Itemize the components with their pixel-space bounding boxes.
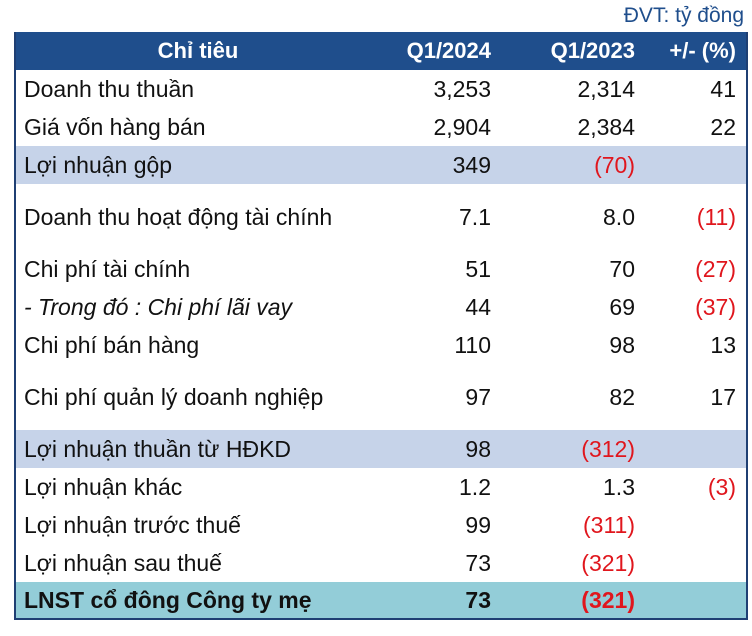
- table-header-row: Chỉ tiêu Q1/2024 Q1/2023 +/- (%): [16, 32, 746, 70]
- cell-q1-2024: 97: [465, 383, 491, 410]
- row-label: Lợi nhuận gộp: [16, 146, 380, 184]
- cell-q1-2023: 70: [609, 255, 635, 282]
- cell-q1-2024: 99: [465, 511, 491, 538]
- table-row: Chi phí tài chính 51 70 (27): [16, 250, 746, 288]
- header-label: Chỉ tiêu: [16, 32, 380, 70]
- row-label: Lợi nhuận trước thuế: [24, 511, 241, 538]
- table-row: Giá vốn hàng bán 2,904 2,384 22: [16, 108, 746, 146]
- row-label: Lợi nhuận khác: [24, 473, 183, 500]
- table-row-total: LNST cổ đông Công ty mẹ 73 (321): [16, 582, 746, 620]
- cell-change: 41: [710, 75, 736, 102]
- cell-q1-2024: 2,904: [433, 113, 491, 140]
- cell-change: 17: [710, 383, 736, 410]
- cell-q1-2023: (70): [501, 146, 645, 184]
- cell-q1-2024: 44: [465, 293, 491, 320]
- row-label: Chi phí quản lý doanh nghiệp: [24, 383, 324, 410]
- row-label: LNST cổ đông Công ty mẹ: [16, 582, 380, 620]
- row-label: Doanh thu hoạt động tài chính: [24, 203, 333, 230]
- row-label: Lợi nhuận thuần từ HĐKD: [16, 430, 380, 468]
- header-q1-2023: Q1/2023: [501, 32, 645, 70]
- cell-change: (27): [695, 255, 736, 282]
- cell-q1-2023: 8.0: [603, 203, 635, 230]
- table-row: Lợi nhuận trước thuế 99 (311): [16, 506, 746, 544]
- cell-change: [645, 146, 746, 184]
- row-label: Giá vốn hàng bán: [24, 113, 206, 140]
- row-label: - Trong đó : Chi phí lãi vay: [24, 293, 293, 320]
- table-row: Doanh thu thuần 3,253 2,314 41: [16, 70, 746, 108]
- cell-q1-2023: (311): [583, 511, 635, 538]
- cell-q1-2023: 98: [609, 331, 635, 358]
- row-label: Chi phí bán hàng: [24, 331, 200, 358]
- cell-change: (3): [707, 473, 736, 500]
- cell-q1-2023: 2,384: [577, 113, 635, 140]
- cell-q1-2024: 51: [465, 255, 491, 282]
- row-label: Chi phí tài chính: [24, 255, 191, 282]
- cell-change: 13: [710, 331, 736, 358]
- cell-q1-2024: 3,253: [433, 75, 491, 102]
- table-row: Lợi nhuận gộp 349 (70): [16, 146, 746, 184]
- cell-q1-2023: (321): [501, 582, 645, 620]
- table-row: Lợi nhuận sau thuế 73 (321): [16, 544, 746, 582]
- row-label: Lợi nhuận sau thuế: [24, 549, 222, 576]
- cell-q1-2024: 98: [380, 430, 501, 468]
- cell-q1-2024: 73: [465, 549, 491, 576]
- cell-change: 22: [710, 113, 736, 140]
- cell-change: [645, 544, 746, 582]
- row-label: Doanh thu thuần: [24, 75, 195, 102]
- cell-q1-2023: (312): [501, 430, 645, 468]
- cell-q1-2023: 1.3: [603, 473, 635, 500]
- table-row: Doanh thu hoạt động tài chính 7.1 8.0 (1…: [16, 184, 746, 250]
- table-row: - Trong đó : Chi phí lãi vay 44 69 (37): [16, 288, 746, 326]
- cell-q1-2023: 82: [609, 383, 635, 410]
- table-row: Chi phí quản lý doanh nghiệp 97 82 17: [16, 364, 746, 430]
- cell-q1-2024: 349: [380, 146, 501, 184]
- cell-q1-2024: 1.2: [459, 473, 491, 500]
- income-statement-table: Chỉ tiêu Q1/2024 Q1/2023 +/- (%) Doanh t…: [14, 32, 748, 620]
- cell-q1-2023: (321): [581, 549, 635, 576]
- table-row: Chi phí bán hàng 110 98 13: [16, 326, 746, 364]
- cell-q1-2023: 69: [609, 293, 635, 320]
- cell-q1-2024: 110: [454, 331, 491, 358]
- cell-change: (11): [696, 203, 736, 230]
- cell-q1-2024: 73: [380, 582, 501, 620]
- cell-change: (37): [695, 293, 736, 320]
- cell-q1-2023: 2,314: [577, 75, 635, 102]
- cell-q1-2024: 7.1: [459, 203, 491, 230]
- header-change: +/- (%): [645, 32, 746, 70]
- cell-change: [645, 582, 746, 620]
- unit-note: ĐVT: tỷ đồng: [623, 4, 744, 27]
- table-row: Lợi nhuận khác 1.2 1.3 (3): [16, 468, 746, 506]
- cell-change: [645, 506, 746, 544]
- table-row: Lợi nhuận thuần từ HĐKD 98 (312): [16, 430, 746, 468]
- header-q1-2024: Q1/2024: [380, 32, 501, 70]
- cell-change: [645, 430, 746, 468]
